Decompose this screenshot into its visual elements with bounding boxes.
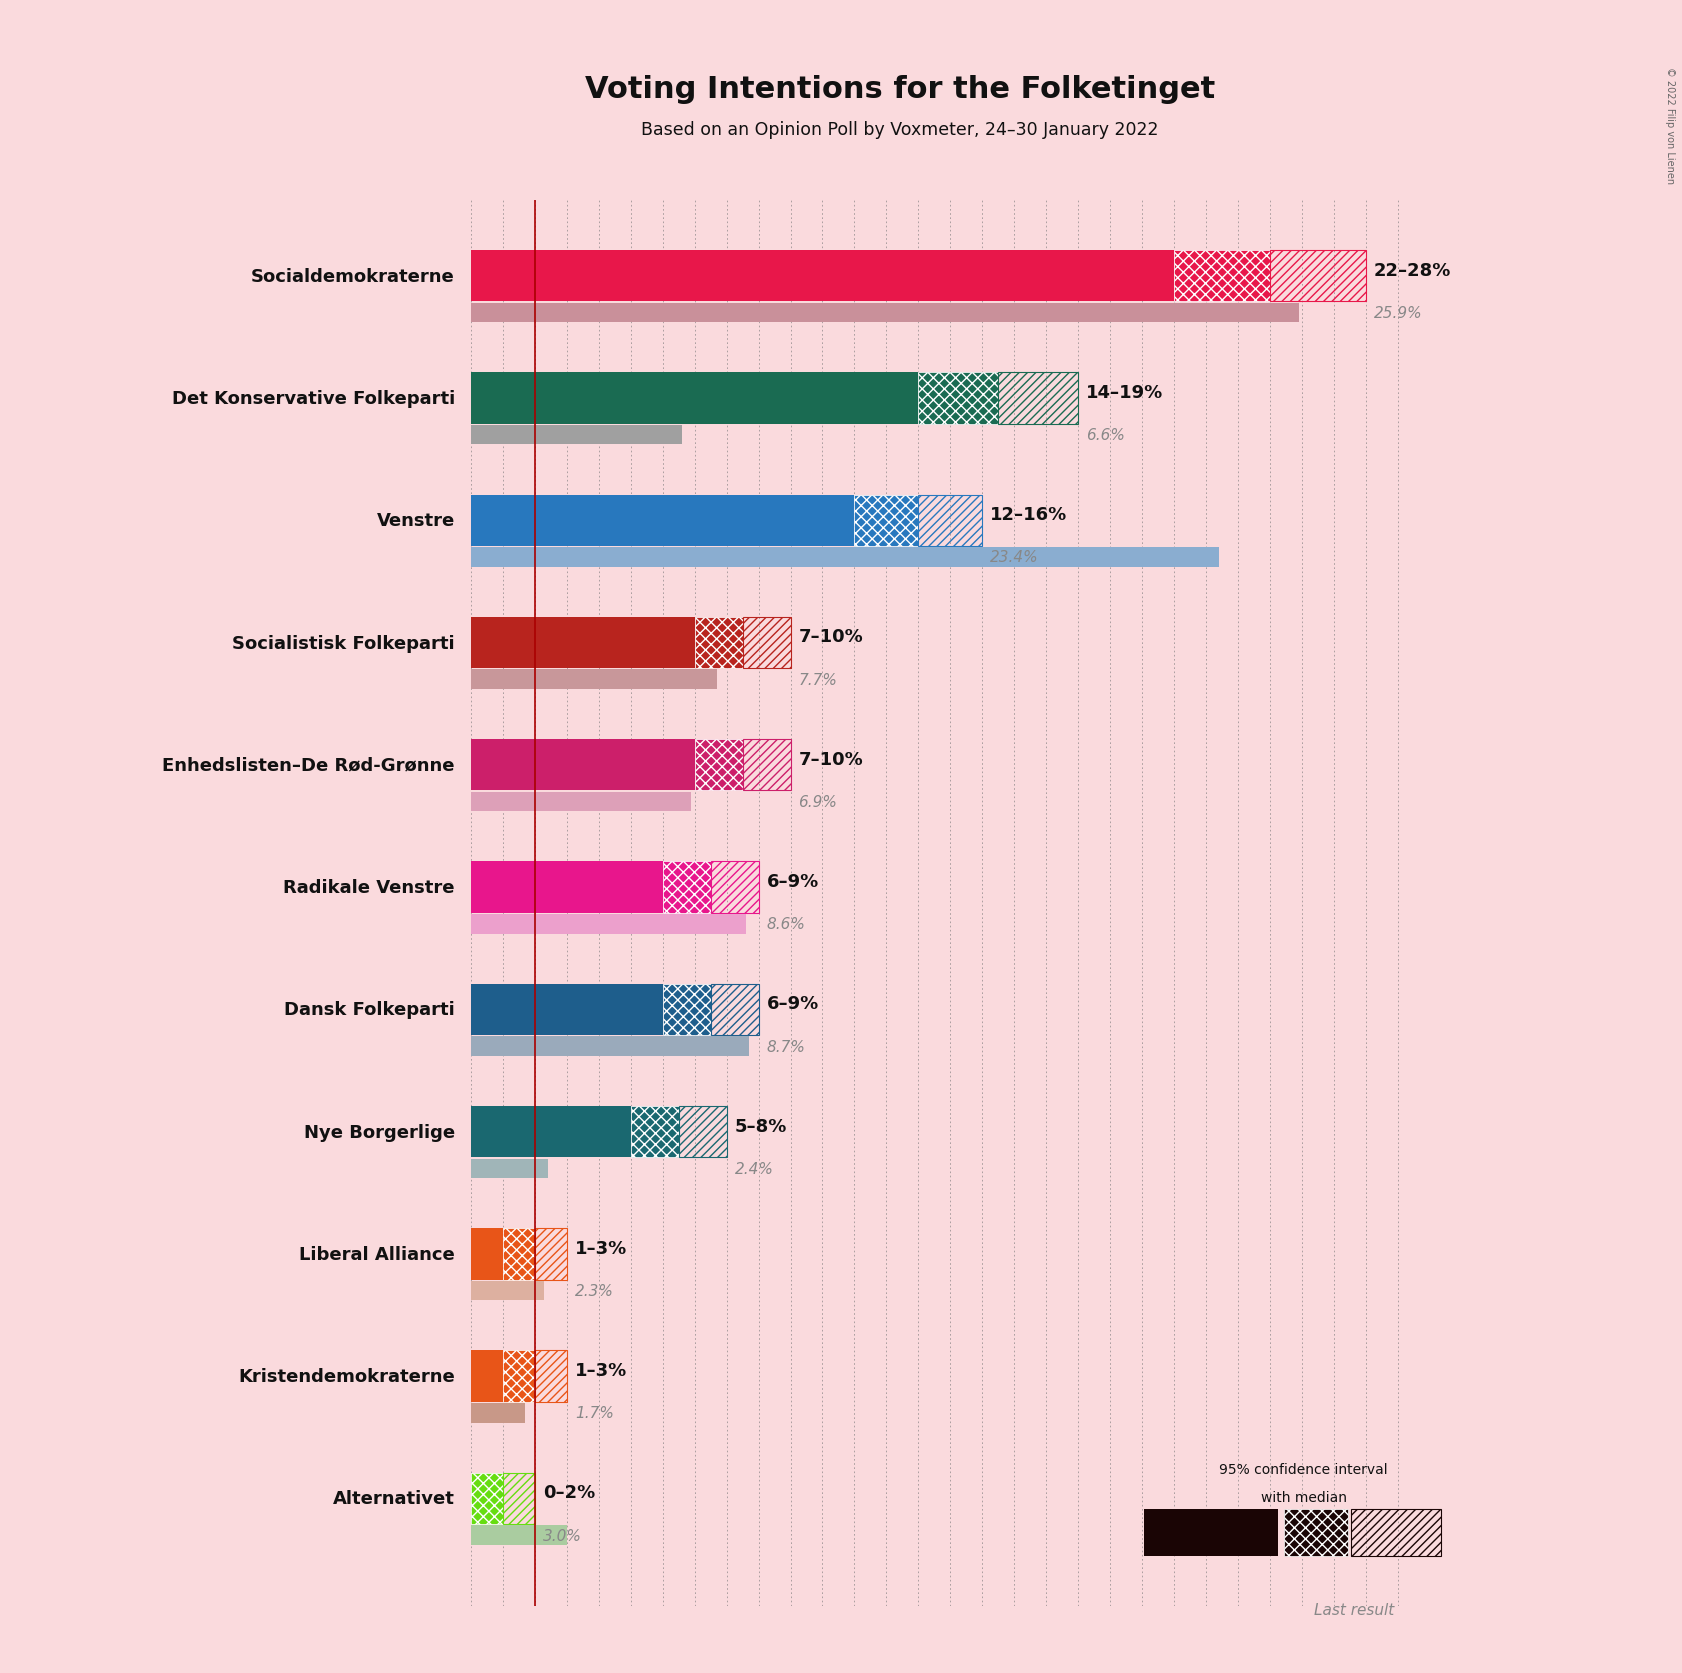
Bar bbox=[1144, 1509, 1278, 1556]
Text: with median: with median bbox=[1260, 1491, 1347, 1504]
Bar bbox=[471, 425, 681, 445]
Bar bbox=[471, 1350, 503, 1402]
Bar bbox=[471, 1037, 748, 1056]
Text: 6–9%: 6–9% bbox=[767, 872, 819, 890]
Text: Socialistisk Folkeparti: Socialistisk Folkeparti bbox=[232, 634, 454, 652]
Bar bbox=[471, 1404, 525, 1422]
Bar bbox=[471, 1526, 567, 1544]
Text: 3.0%: 3.0% bbox=[543, 1527, 582, 1543]
Text: 1.7%: 1.7% bbox=[575, 1405, 614, 1420]
Text: Kristendemokraterne: Kristendemokraterne bbox=[239, 1367, 454, 1385]
Text: 8.6%: 8.6% bbox=[767, 917, 806, 932]
Text: 7.7%: 7.7% bbox=[799, 673, 838, 688]
Bar bbox=[503, 1228, 535, 1280]
Text: 6.6%: 6.6% bbox=[1087, 428, 1125, 443]
Bar bbox=[695, 739, 743, 791]
Bar bbox=[471, 793, 691, 811]
Bar bbox=[471, 1106, 631, 1158]
Text: Voting Intentions for the Folketinget: Voting Intentions for the Folketinget bbox=[585, 75, 1214, 104]
Bar bbox=[918, 373, 999, 425]
Bar bbox=[743, 617, 791, 669]
Bar bbox=[710, 862, 759, 913]
Text: © 2022 Filip von Lienen: © 2022 Filip von Lienen bbox=[1665, 67, 1675, 184]
Bar bbox=[471, 739, 695, 791]
Bar bbox=[1285, 1509, 1349, 1556]
Bar bbox=[471, 251, 1174, 303]
Text: Det Konservative Folkeparti: Det Konservative Folkeparti bbox=[172, 390, 454, 408]
Text: Liberal Alliance: Liberal Alliance bbox=[299, 1245, 454, 1263]
Bar bbox=[854, 495, 918, 547]
Bar bbox=[999, 373, 1078, 425]
Bar bbox=[471, 862, 663, 913]
Bar bbox=[471, 1282, 545, 1300]
Text: Nye Borgerlige: Nye Borgerlige bbox=[304, 1123, 454, 1141]
Bar bbox=[471, 373, 918, 425]
Text: 2.3%: 2.3% bbox=[575, 1283, 614, 1298]
Text: 14–19%: 14–19% bbox=[1087, 383, 1164, 402]
Bar bbox=[918, 495, 982, 547]
Text: Socialdemokraterne: Socialdemokraterne bbox=[251, 268, 454, 286]
Bar bbox=[535, 1350, 567, 1402]
Bar bbox=[710, 984, 759, 1036]
Text: 95% confidence interval: 95% confidence interval bbox=[1219, 1462, 1388, 1476]
Bar bbox=[471, 984, 663, 1036]
Text: 2.4%: 2.4% bbox=[735, 1161, 774, 1176]
Text: 1–3%: 1–3% bbox=[575, 1362, 627, 1379]
Text: 23.4%: 23.4% bbox=[991, 550, 1039, 565]
Text: 25.9%: 25.9% bbox=[1374, 306, 1423, 321]
Bar bbox=[695, 617, 743, 669]
Text: Last result: Last result bbox=[1314, 1603, 1394, 1616]
Text: Enhedslisten–De Rød-Grønne: Enhedslisten–De Rød-Grønne bbox=[163, 756, 454, 775]
Text: 6–9%: 6–9% bbox=[767, 995, 819, 1012]
Text: Dansk Folkeparti: Dansk Folkeparti bbox=[284, 1000, 454, 1019]
Bar bbox=[631, 1106, 678, 1158]
Text: 6.9%: 6.9% bbox=[799, 795, 838, 810]
Bar bbox=[471, 495, 854, 547]
Text: 12–16%: 12–16% bbox=[991, 505, 1068, 524]
Bar bbox=[471, 669, 717, 689]
Bar bbox=[471, 1228, 503, 1280]
Bar bbox=[471, 1472, 503, 1524]
Text: 22–28%: 22–28% bbox=[1374, 261, 1452, 279]
Bar bbox=[471, 1159, 548, 1178]
Text: 7–10%: 7–10% bbox=[799, 750, 863, 768]
Bar bbox=[535, 1228, 567, 1280]
Text: Based on an Opinion Poll by Voxmeter, 24–30 January 2022: Based on an Opinion Poll by Voxmeter, 24… bbox=[641, 120, 1159, 139]
Text: 8.7%: 8.7% bbox=[767, 1039, 806, 1054]
Text: Venstre: Venstre bbox=[377, 512, 454, 530]
Text: Alternativet: Alternativet bbox=[333, 1489, 454, 1507]
Bar bbox=[503, 1350, 535, 1402]
Bar bbox=[678, 1106, 727, 1158]
Text: 7–10%: 7–10% bbox=[799, 627, 863, 646]
Bar bbox=[663, 984, 711, 1036]
Bar bbox=[663, 862, 711, 913]
Text: Radikale Venstre: Radikale Venstre bbox=[284, 878, 454, 897]
Bar bbox=[471, 915, 745, 934]
Bar bbox=[471, 547, 1219, 567]
Bar bbox=[471, 617, 695, 669]
Bar bbox=[1270, 251, 1366, 303]
Bar bbox=[503, 1472, 535, 1524]
Bar bbox=[471, 303, 1299, 323]
Text: 0–2%: 0–2% bbox=[543, 1484, 595, 1501]
Bar bbox=[1174, 251, 1270, 303]
Bar bbox=[743, 739, 791, 791]
Bar bbox=[1352, 1509, 1441, 1556]
Text: 5–8%: 5–8% bbox=[735, 1118, 787, 1134]
Text: 1–3%: 1–3% bbox=[575, 1240, 627, 1256]
